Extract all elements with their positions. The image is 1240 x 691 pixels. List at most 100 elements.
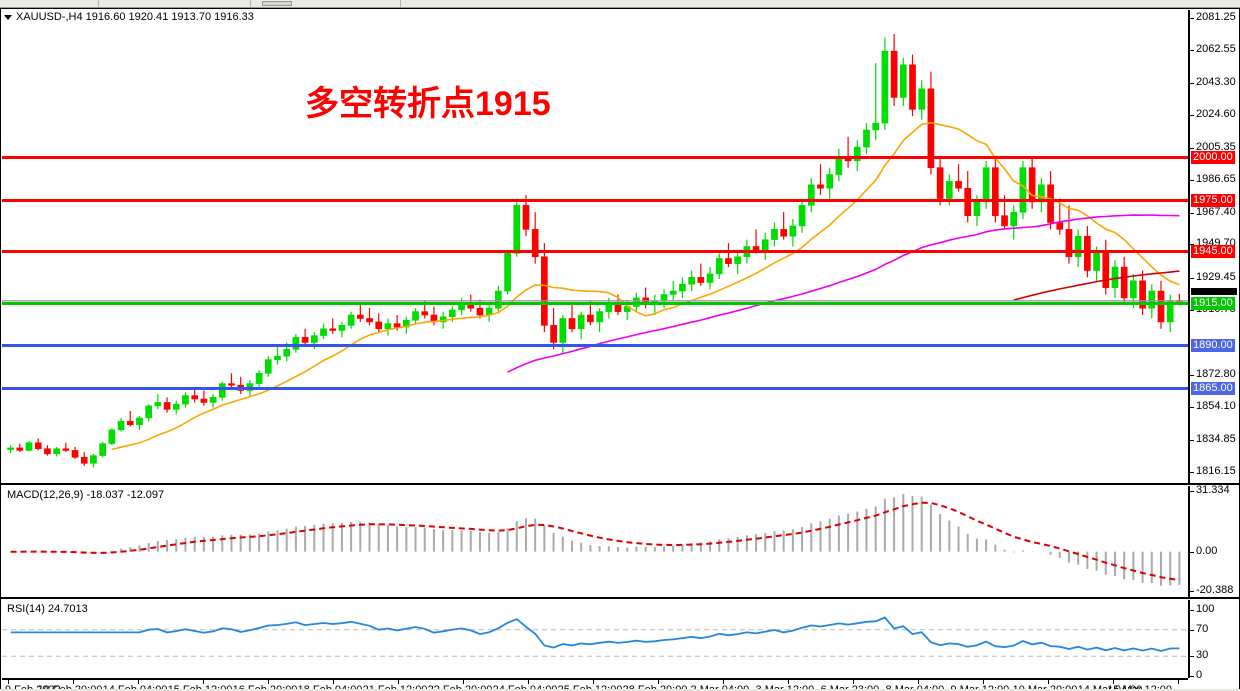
- price-scale-divider: [1188, 10, 1190, 483]
- chart-window: 多空转折点1915 MACD(12,26,9) -18.037 -12.097 …: [0, 8, 1240, 691]
- toolbar-separator-1: [98, 0, 99, 7]
- rsi-scale-label: 30: [1196, 649, 1209, 662]
- level-line-support-1890[interactable]: [2, 344, 1188, 348]
- candlestick-plot: [2, 33, 1188, 468]
- rsi-pane-title: RSI(14) 24.7013: [7, 603, 88, 615]
- price-badge-resistance-1945[interactable]: 1945.00: [1191, 245, 1235, 259]
- price-scale-tick: [1190, 148, 1194, 150]
- time-axis-label: 14 Feb 04:00: [102, 684, 168, 691]
- quote-line: XAUUSD-,H4 1916.60 1920.41 1913.70 1916.…: [16, 11, 254, 23]
- price-badge-pivot-1915[interactable]: 1915.00: [1191, 296, 1235, 310]
- price-macd-divider: [1, 483, 1240, 485]
- time-axis-label: 2 Mar 04:00: [690, 684, 750, 691]
- level-line-resistance-1975[interactable]: [2, 198, 1188, 202]
- time-axis-tick: [138, 680, 139, 684]
- price-badge-support-1890[interactable]: 1890.00: [1191, 339, 1235, 353]
- level-line-resistance-1945[interactable]: [2, 250, 1188, 254]
- time-axis-tick: [593, 680, 594, 684]
- time-axis-tick: [1113, 680, 1114, 684]
- price-badge-resistance-1975[interactable]: 1975.00: [1191, 193, 1235, 207]
- macd-scale-label: 31.334: [1196, 484, 1230, 497]
- rsi-scale-label: 70: [1196, 622, 1209, 635]
- chart-annotation-text: 多空转折点1915: [305, 85, 551, 123]
- time-axis-tick: [463, 680, 464, 684]
- toolbar-separator-3: [400, 0, 401, 7]
- rsi-scale-label: 100: [1196, 603, 1215, 615]
- macd-plot: [10, 494, 1181, 586]
- price-scale-tick: [1190, 278, 1194, 280]
- time-axis-label: 9 Mar 12:00: [950, 684, 1010, 691]
- price-scale-label: 1929.45: [1196, 271, 1236, 284]
- time-axis-tick: [983, 680, 984, 684]
- rsi-scale-tick: [1190, 629, 1194, 631]
- time-axis-tick: [268, 680, 269, 684]
- time-axis-tick: [333, 680, 334, 684]
- rsi-scale-tick: [1190, 676, 1194, 677]
- time-axis-tick: [723, 680, 724, 684]
- time-axis-label: 28 Feb 20:00: [622, 684, 688, 691]
- macd-pane[interactable]: MACD(12,26,9) -18.037 -12.097: [2, 486, 1188, 598]
- macd-pane-title: MACD(12,26,9) -18.037 -12.097: [7, 489, 165, 501]
- price-badge-support-1865[interactable]: 1865.00: [1191, 382, 1235, 396]
- time-axis-label: 18 Feb 04:00: [297, 684, 363, 691]
- price-scale-label: 1854.10: [1196, 400, 1236, 413]
- macd-scale-label: -20.388: [1196, 584, 1234, 597]
- time-axis-label: 8 Mar 04:00: [885, 684, 945, 691]
- level-line-pivot-1915[interactable]: [2, 301, 1188, 305]
- price-scale[interactable]: 2081.25 2062.55 2043.30 2024.60 2005.35 1986.…: [1190, 10, 1240, 483]
- rsi-scale-tick: [1190, 610, 1194, 611]
- time-axis-tick: [203, 680, 204, 684]
- time-axis-tick: [398, 680, 399, 684]
- time-axis-tick: [8, 680, 9, 684]
- level-line-resistance-2000[interactable]: [2, 155, 1188, 159]
- price-scale-tick: [1190, 18, 1194, 20]
- rsi-pane[interactable]: RSI(14) 24.7013: [2, 600, 1188, 678]
- time-axis-label: 3 Mar 12:00: [755, 684, 815, 691]
- time-axis[interactable]: 9 Feb 2022 10 Feb 20:00 14 Feb 04:00 15 Feb…: [2, 678, 1188, 691]
- price-scale-tick: [1190, 83, 1194, 85]
- macd-rsi-divider: [1, 597, 1240, 599]
- time-axis-tick: [853, 680, 854, 684]
- price-scale-label: 1834.85: [1196, 433, 1236, 446]
- time-axis-label: 15 Feb 12:00: [167, 684, 233, 691]
- triangle-down-icon[interactable]: [4, 15, 12, 20]
- price-scale-tick: [1190, 310, 1194, 312]
- time-axis-tick: [1048, 680, 1049, 684]
- time-axis-tick: [1178, 680, 1179, 684]
- time-axis-label: 22 Feb 20:00: [427, 684, 493, 691]
- macd-scale-tick: [1190, 491, 1194, 493]
- time-axis-label: 16 Feb 20:00: [232, 684, 298, 691]
- price-scale-label: 2081.25: [1196, 11, 1236, 24]
- price-scale-tick: [1190, 213, 1194, 215]
- price-badge-resistance-2000[interactable]: 2000.00: [1191, 150, 1235, 164]
- price-scale-tick: [1190, 407, 1194, 409]
- price-scale-tick: [1190, 50, 1194, 52]
- time-axis-tick: [918, 680, 919, 684]
- time-axis-label: 6 Mar 23:00: [820, 684, 880, 691]
- rsi-plot: [2, 616, 1188, 657]
- rsi-scale-divider: [1188, 600, 1190, 678]
- time-axis-tick: [73, 680, 74, 684]
- price-scale-label: 1967.40: [1196, 206, 1236, 219]
- time-axis-tick: [788, 680, 789, 684]
- toolbar-separator-2: [250, 0, 251, 7]
- price-pane[interactable]: 多空转折点1915: [2, 10, 1188, 483]
- time-axis-label: 9 Feb 2022: [5, 684, 61, 691]
- main-toolbar[interactable]: [0, 0, 1240, 8]
- price-scale-label: 2005.35: [1196, 141, 1236, 154]
- price-scale-label: 2024.60: [1196, 108, 1236, 121]
- rsi-scale[interactable]: 100 70 30 0: [1190, 600, 1240, 681]
- price-scale-tick: [1190, 440, 1194, 442]
- time-axis-label: 10 Mar 20:00: [1012, 684, 1078, 691]
- time-axis-label: 15 Mar 12:00: [1107, 684, 1173, 691]
- price-scale-label: 1872.80: [1196, 368, 1236, 381]
- macd-scale-tick: [1190, 551, 1194, 553]
- price-scale-tick: [1190, 472, 1194, 474]
- level-line-support-1865[interactable]: [2, 387, 1188, 391]
- current-price-badge: [1191, 287, 1237, 295]
- macd-scale[interactable]: 31.334 0.00 -20.388: [1190, 484, 1240, 598]
- price-scale-label: 2043.30: [1196, 76, 1236, 89]
- rsi-scale-label: 0: [1196, 669, 1203, 681]
- timeframe-selector[interactable]: [262, 1, 292, 6]
